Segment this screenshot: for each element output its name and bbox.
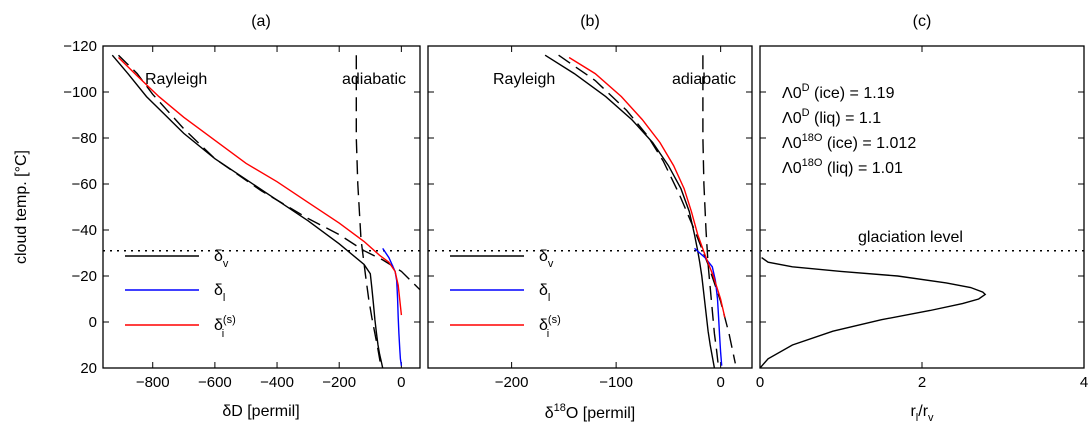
panel-c-param-line: Λ018O (ice) = 1.012 — [782, 132, 916, 152]
panel-a-rayleigh-label: Rayleigh — [145, 71, 207, 88]
params-layer: Λ0D (ice) = 1.19 Λ0D (liq) = 1.1 Λ018O (ic… — [782, 82, 916, 177]
panel-c-param-line: Λ0D (liq) = 1.1 — [782, 107, 881, 127]
panel-b-x-tick-label: 0 — [716, 374, 724, 391]
panel-c-title: (c) — [913, 13, 932, 30]
panel-b-series-line-4 — [568, 56, 726, 318]
panel-a-series-line-2 — [355, 55, 382, 368]
panel-a-title: (a) — [251, 13, 271, 30]
y-tick-label: −40 — [72, 222, 97, 239]
panel-b-legend-label: δ(s) i — [539, 314, 561, 340]
panel-b-frame — [427, 45, 753, 369]
panel-b-x-tick-label: −200 — [495, 374, 529, 391]
legend-layer: δv δl δ(s) i δv δl δ(s) i — [125, 248, 561, 340]
panel-b-x-axis-label: δ18O [permil] — [545, 402, 636, 422]
y-tick-label: −80 — [72, 130, 97, 147]
y-tick-label: −20 — [72, 268, 97, 285]
panel-b-rayleigh-label: Rayleigh — [493, 71, 555, 88]
panel-a-x-tick-label: −800 — [136, 374, 170, 391]
y-tick-label: −120 — [63, 38, 97, 55]
panel-c-glaciation-label: glaciation level — [858, 229, 963, 246]
panel-b-legend-label: δv — [539, 248, 554, 270]
panel-c-x-tick-label: 2 — [918, 374, 926, 391]
panel-b-series-line-1 — [558, 54, 736, 364]
panel-a-legend-label: δv — [214, 248, 229, 270]
panel-a-x-tick-label: −200 — [322, 374, 356, 391]
panel-a-x-axis-label: δD [permil] — [222, 403, 299, 420]
y-tick-label: 20 — [80, 360, 97, 377]
panel-a-x-tick-label: −600 — [198, 374, 232, 391]
panel-a-x-tick-label: −400 — [260, 374, 294, 391]
panel-a-legend-label: δ(s) i — [214, 314, 236, 340]
panel-a-series-line-3 — [382, 248, 403, 366]
tick-layer: −800 −600 −400 −200 0−120−100−80−60−40−20020… — [63, 38, 1088, 391]
panel-c-param-line: Λ018O (liq) = 1.01 — [782, 157, 903, 177]
panel-b-series-line-0 — [544, 54, 716, 368]
panel-a-series-line-0 — [111, 54, 384, 368]
y-tick-label: 0 — [89, 314, 97, 331]
panel-b-series-line-2 — [702, 55, 720, 368]
panel-c-param-line: Λ0D (ice) = 1.19 — [782, 82, 895, 102]
panel-b-title: (b) — [580, 13, 600, 30]
panel-c-x-tick-label: 4 — [1080, 374, 1088, 391]
y-tick-label: −100 — [63, 84, 97, 101]
panel-a-series-line-1 — [118, 54, 420, 291]
panel-c-series-line-0 — [760, 257, 987, 368]
panel-a-frame — [102, 45, 421, 369]
y-axis-label: cloud temp. [°C] — [13, 150, 30, 264]
panel-a-series-line-4 — [118, 57, 403, 316]
y-tick-label: −60 — [72, 176, 97, 193]
panel-a-x-tick-label: 0 — [397, 374, 405, 391]
panel-a-legend-label: δl — [214, 282, 225, 304]
panel-b-adiabatic-label: adiabatic — [672, 71, 736, 88]
series-layer — [111, 54, 987, 368]
panel-a-adiabatic-label: adiabatic — [342, 71, 406, 88]
panel-c-x-tick-label: 0 — [756, 374, 764, 391]
panel-c-x-axis-label: rl/rv — [910, 403, 934, 424]
panel-b-x-tick-label: −100 — [599, 374, 633, 391]
panel-b-legend-label: δl — [539, 282, 550, 304]
